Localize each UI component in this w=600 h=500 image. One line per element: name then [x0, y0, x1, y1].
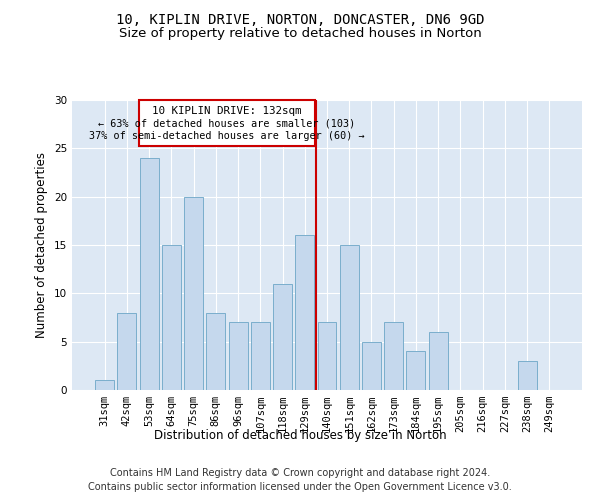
Text: Distribution of detached houses by size in Norton: Distribution of detached houses by size … [154, 428, 446, 442]
Bar [384, 322, 403, 390]
Text: Contains HM Land Registry data © Crown copyright and database right 2024.: Contains HM Land Registry data © Crown c… [110, 468, 490, 477]
Text: Size of property relative to detached houses in Norton: Size of property relative to detached ho… [119, 28, 481, 40]
Text: 10 KIPLIN DRIVE: 132sqm: 10 KIPLIN DRIVE: 132sqm [152, 106, 302, 116]
Bar [273, 284, 292, 390]
FancyBboxPatch shape [139, 100, 315, 146]
Text: 10, KIPLIN DRIVE, NORTON, DONCASTER, DN6 9GD: 10, KIPLIN DRIVE, NORTON, DONCASTER, DN6… [116, 12, 484, 26]
Bar [340, 245, 359, 390]
Bar [429, 332, 448, 390]
Bar [362, 342, 381, 390]
Bar [206, 312, 225, 390]
Bar [317, 322, 337, 390]
Bar [229, 322, 248, 390]
Bar [518, 361, 536, 390]
Y-axis label: Number of detached properties: Number of detached properties [35, 152, 49, 338]
Bar [406, 352, 425, 390]
Bar [95, 380, 114, 390]
Text: ← 63% of detached houses are smaller (103): ← 63% of detached houses are smaller (10… [98, 118, 356, 128]
Bar [184, 196, 203, 390]
Bar [251, 322, 270, 390]
Text: 37% of semi-detached houses are larger (60) →: 37% of semi-detached houses are larger (… [89, 132, 365, 141]
Text: Contains public sector information licensed under the Open Government Licence v3: Contains public sector information licen… [88, 482, 512, 492]
Bar [162, 245, 181, 390]
Bar [295, 236, 314, 390]
Bar [118, 312, 136, 390]
Bar [140, 158, 158, 390]
